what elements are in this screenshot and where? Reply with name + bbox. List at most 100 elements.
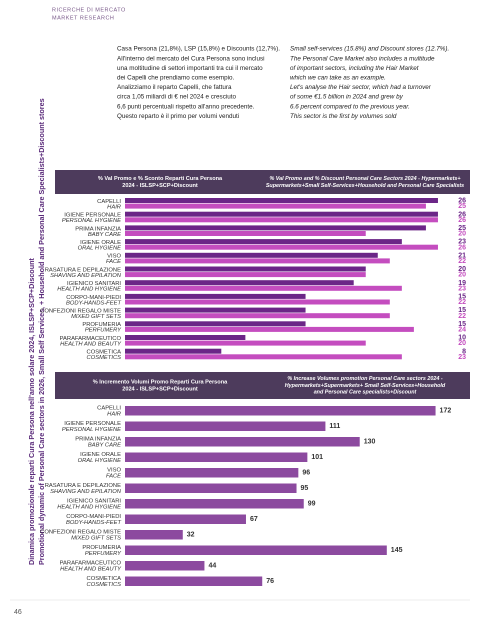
bar (125, 252, 378, 258)
category-label: IGIENE ORALE (80, 452, 121, 458)
bar (125, 321, 306, 327)
category-label-en: HAIR (107, 412, 122, 418)
category-label: IGIENE ORALE (80, 240, 121, 246)
value-label: 23 (458, 354, 466, 361)
value-label: 22 (458, 313, 466, 320)
value-label: 23 (458, 285, 466, 292)
category-label-en: HAIR (107, 204, 122, 210)
category-label-en: SHAVING AND EPILATION (50, 489, 122, 495)
value-label: 99 (308, 501, 316, 508)
paragraph-line: una moltitudine di settori importanti tr… (117, 65, 263, 72)
category-label: PROFUMERIA (82, 545, 121, 551)
chart-title-en: Hypermarkets+Supermarkets+ Small Self-Se… (285, 383, 446, 389)
category-label: PARAFARMACEUTICO (60, 336, 122, 342)
bar (125, 313, 390, 319)
bar (125, 239, 402, 245)
category-label: IGIENICO SANITARI (67, 281, 121, 287)
chart-title: 2024 - ISLSP+SCP+Discount (122, 183, 198, 189)
category-label-en: BODY-HANDS-FEET (66, 520, 121, 526)
value-label: 23 (458, 239, 466, 246)
value-label: 15 (458, 307, 466, 314)
value-label: 172 (440, 408, 452, 415)
category-label-en: ORAL HYGIENE (78, 458, 122, 464)
bar (125, 530, 183, 540)
value-label: 22 (458, 299, 466, 306)
paragraph-line: of important sectors, including the Hair… (290, 65, 419, 72)
value-label: 20 (458, 340, 466, 347)
value-label: 96 (302, 470, 310, 477)
value-label: 26 (458, 211, 466, 218)
chart-title: % Val Promo e % Sconto Reparti Cura Pers… (98, 176, 223, 182)
category-label: CAPELLI (97, 405, 121, 411)
value-label: 20 (458, 266, 466, 273)
category-label: COSMETICA (87, 350, 122, 356)
value-label: 76 (266, 578, 274, 585)
bar (125, 499, 304, 509)
bar (125, 421, 326, 431)
value-label: 24 (458, 327, 466, 334)
bar (125, 272, 366, 278)
bar (125, 244, 438, 250)
paragraph-line: 6.6 percent compared to the previous yea… (290, 103, 410, 110)
paragraph-line: This sector is the first by volumes sold (290, 113, 397, 120)
value-label: 44 (208, 563, 216, 570)
category-label: IGIENE PERSONALE (64, 421, 121, 427)
page-number: 46 (14, 609, 22, 616)
value-label: 32 (187, 532, 195, 539)
value-label: 22 (458, 258, 466, 265)
category-label: COSMETICA (87, 576, 122, 582)
paragraph-line: Questo reparto è il primo per volumi ven… (117, 113, 239, 120)
sidebar-title: Dinamica promozionale reparti Cura Perso… (27, 258, 36, 565)
bar (125, 348, 222, 354)
value-label: 26 (458, 198, 466, 205)
category-label-en: ORAL HYGIENE (78, 245, 122, 251)
bar (125, 203, 426, 209)
category-label: CORPO-MANI-PIEDI (66, 295, 121, 301)
category-label: CONFEZIONI REGALO MISTE (40, 529, 121, 535)
category-label-en: PERFUMERY (85, 551, 122, 557)
value-label: 15 (458, 294, 466, 301)
bar (125, 293, 306, 299)
bar (125, 561, 205, 571)
bar (125, 258, 390, 264)
category-label-en: BODY-HANDS-FEET (66, 300, 121, 306)
bar (125, 326, 414, 332)
sidebar-title: Promotional dynamic of Personal Care sec… (37, 98, 46, 565)
category-label-en: BABY CARE (88, 232, 121, 238)
bar (125, 576, 263, 586)
value-label: 26 (458, 244, 466, 251)
category-label: CAPELLI (97, 199, 121, 205)
paragraph-line: Analizziamo il reparto Capelli, che fatt… (117, 84, 232, 91)
value-label: 101 (311, 454, 323, 461)
bar (125, 280, 354, 286)
chart-header (55, 372, 470, 399)
header-line: MARKET RESEARCH (52, 15, 114, 21)
paragraph-line: Let's analyse the Hair sector, which had… (290, 84, 432, 91)
bar (125, 340, 366, 346)
value-label: 10 (458, 335, 466, 342)
category-label: IGIENICO SANITARI (67, 498, 121, 504)
bar (125, 211, 438, 217)
category-label-en: HEALTH AND HYGIENE (57, 287, 121, 293)
category-label: RASATURA E DEPILAZIONE (45, 267, 121, 273)
bar (125, 437, 360, 447)
category-label: PARAFARMACEUTICO (60, 560, 122, 566)
bar (125, 198, 438, 203)
chart-header (55, 170, 470, 194)
category-label: CONFEZIONI REGALO MISTE (40, 309, 121, 315)
chart-title: 2024 - ISLSP+SCP+Discount (122, 386, 198, 392)
bar (125, 217, 438, 223)
bar (125, 545, 387, 555)
category-label-en: BABY CARE (88, 443, 121, 449)
category-label-en: PERFUMERY (85, 328, 122, 334)
bar (125, 335, 246, 340)
category-label: VISO (107, 254, 121, 260)
category-label-en: MIXED GIFT SETS (71, 314, 121, 320)
value-label: 25 (458, 225, 466, 232)
category-label: PROFUMERIA (82, 322, 121, 328)
category-label-en: PERSONAL HYGIENE (62, 427, 121, 433)
category-label-en: SHAVING AND EPILATION (50, 273, 122, 279)
value-label: 19 (458, 280, 466, 287)
bar (125, 307, 306, 313)
